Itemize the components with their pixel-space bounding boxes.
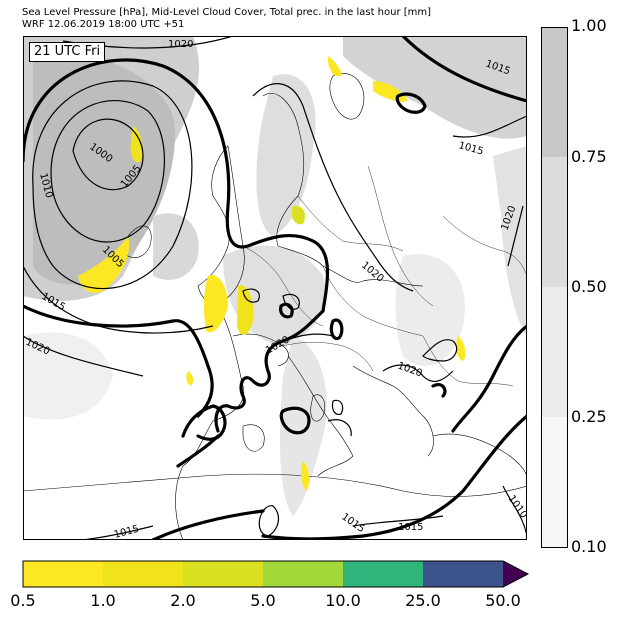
precip-band-extend [503,561,528,587]
weather-map: 1020 1015 1015 1000 1005 1010 1005 1015 … [23,36,527,540]
cloud-tick-label: 0.75 [571,147,607,166]
precip-band [343,561,423,587]
precipitation-areas [78,56,466,491]
precip-tick-label: 2.0 [170,591,196,610]
cloud-band [541,287,568,417]
isobar-label: 1015 [398,522,423,533]
precip-band [423,561,503,587]
precip-tick-label: 1.0 [90,591,116,610]
valid-time-label: 21 UTC Fri [29,42,106,62]
cloud-cover-colorbar [541,27,568,548]
cloud-tick-label: 0.25 [571,407,607,426]
cloud-tick-label: 0.50 [571,277,607,296]
coastlines [23,73,527,540]
precip-band [263,561,343,587]
precip-tick-label: 50.0 [485,591,521,610]
precip-band [183,561,263,587]
cloud-band [541,417,568,548]
precipitation-colorbar [22,560,530,588]
isobar-label: 1020 [168,39,193,50]
cloud-cover-areas [23,36,527,516]
cloud-colorbar-frame [541,27,568,548]
precip-band [23,561,103,587]
map-frame [23,36,527,540]
precip-tick-label: 10.0 [325,591,361,610]
precip-tick-label: 25.0 [405,591,441,610]
cloud-band [541,157,568,287]
precip-tick-label: 5.0 [250,591,276,610]
precip-band [103,561,183,587]
cloud-tick-label: 1.00 [571,16,607,35]
isobar-label: 1015 [113,524,140,540]
country-borders [242,165,527,387]
isobars-thick [23,36,527,540]
title-line-2: WRF 12.06.2019 18:00 UTC +51 [22,19,185,30]
cloud-band [541,27,568,157]
title-line-1: Sea Level Pressure [hPa], Mid-Level Clou… [22,7,432,18]
precip-colorbar-frame [22,560,530,588]
cloud-tick-label: 0.10 [571,537,607,556]
precip-tick-label: 0.5 [10,591,36,610]
